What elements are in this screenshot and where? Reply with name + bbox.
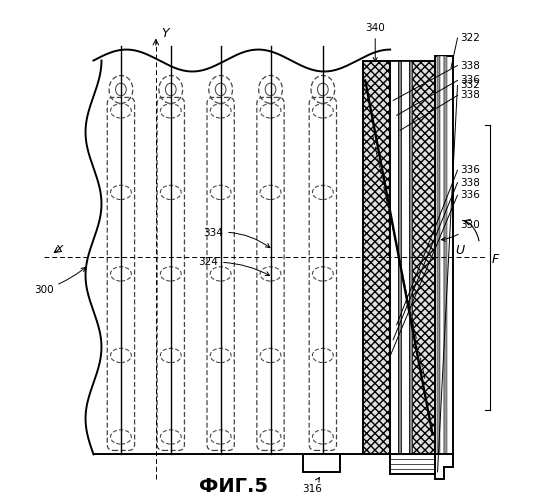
Polygon shape [86,50,390,454]
Text: 336: 336 [460,76,480,86]
Bar [435,56,453,460]
Text: 336: 336 [460,190,480,200]
Text: x: x [55,242,62,255]
Text: F: F [491,254,498,266]
Bar [390,60,397,454]
Bar [397,60,401,454]
Bar [443,56,447,460]
Text: ФИГ.5: ФИГ.5 [199,478,268,496]
Polygon shape [435,454,453,479]
Text: 338: 338 [460,60,480,70]
Text: 334: 334 [203,228,270,248]
Text: 316: 316 [302,478,322,494]
Bar [401,60,408,454]
Bar [437,56,440,460]
Text: 322: 322 [460,33,480,43]
Bar [363,60,435,454]
Text: U: U [455,244,465,256]
Text: 324: 324 [198,258,270,276]
Bar [440,56,443,460]
Text: Y: Y [161,26,168,40]
Text: 330: 330 [441,220,480,242]
Text: 300: 300 [34,268,86,295]
Bar [390,454,435,474]
Bar [303,454,340,472]
Text: 338: 338 [460,178,480,188]
Text: 340: 340 [365,23,385,62]
Text: 332: 332 [460,80,480,90]
Bar [408,60,412,454]
Text: 336: 336 [460,165,480,175]
Text: 338: 338 [460,90,480,101]
